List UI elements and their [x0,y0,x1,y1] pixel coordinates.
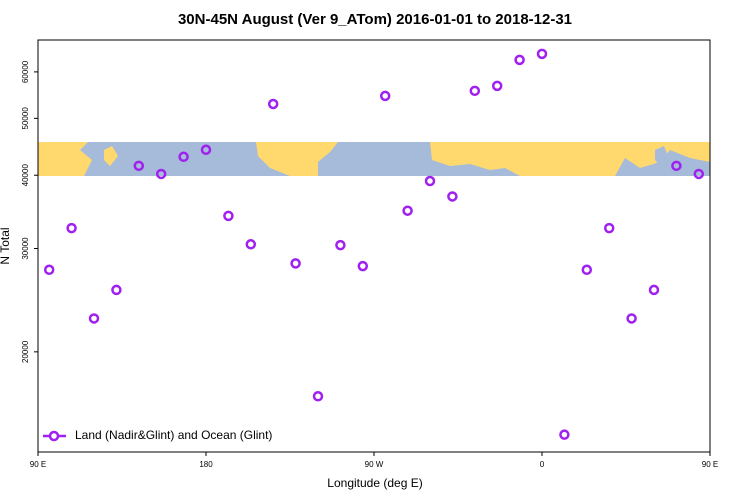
point [379,90,391,102]
point [312,391,324,402]
map-strip [38,142,710,176]
point [603,222,615,234]
y-axis-label: N Total [0,227,12,264]
point [200,144,212,156]
point [178,151,189,163]
y-tick-label: 60000 [21,60,30,83]
y-tick-label: 50000 [21,107,30,130]
x-tick-label: 90 E [702,460,718,469]
point [469,85,481,97]
y-tick-label: 40000 [21,164,30,187]
point [335,239,346,251]
point [536,48,548,60]
plot-frame [37,39,711,453]
x-tick-label: 90 W [365,460,384,469]
point [88,313,100,324]
point [491,80,503,92]
point [424,175,436,187]
point [559,429,570,440]
point [671,160,682,172]
x-tick-label: 90 E [30,460,46,469]
x-tick-label: 0 [540,460,545,469]
point [223,210,234,222]
point [111,284,122,296]
point [648,284,660,296]
x-axis-label: Longitude (deg E) [327,476,422,490]
point [290,258,301,269]
point [357,260,369,272]
x-tick-label: 180 [199,460,213,469]
point [693,168,705,180]
legend-marker [48,430,60,442]
point [267,98,279,110]
point [155,168,167,180]
point [402,205,413,216]
legend-label: Land (Nadir&Glint) and Ocean (Glint) [75,428,272,442]
point [581,264,593,276]
point [514,54,525,66]
point [133,160,145,172]
point [626,313,637,324]
point [447,191,458,202]
point [245,239,257,250]
y-tick-label: 30000 [21,237,30,260]
point [66,222,77,234]
chart-title: 30N-45N August (Ver 9_ATom) 2016-01-01 t… [178,11,572,28]
y-tick-label: 20000 [21,340,30,363]
point [43,264,55,276]
